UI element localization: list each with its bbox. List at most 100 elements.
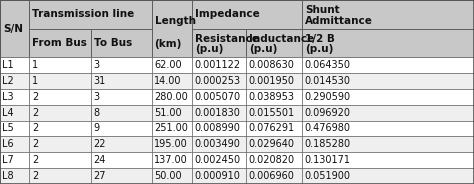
Text: 0.020820: 0.020820 [249,155,295,165]
Text: S/N: S/N [3,24,23,33]
Bar [302,136,474,152]
Bar [246,136,302,152]
Bar [91,121,152,136]
Bar [302,152,474,168]
Text: 2: 2 [32,155,38,165]
Text: 0.185280: 0.185280 [305,139,351,149]
Bar [302,121,474,136]
Bar [302,168,474,184]
Text: 251.00: 251.00 [154,123,188,133]
Text: (p.u): (p.u) [305,44,334,54]
Text: Transmission line: Transmission line [32,9,135,19]
Text: (km): (km) [155,39,182,49]
Text: 0.051900: 0.051900 [305,171,351,181]
Bar [91,29,152,57]
Text: 51.00: 51.00 [154,108,182,118]
Bar [0,89,29,105]
Bar [0,73,29,89]
Bar [0,121,29,136]
Bar [152,73,192,89]
Text: 2: 2 [32,92,38,102]
Text: 0.064350: 0.064350 [305,60,351,70]
Text: 2: 2 [32,123,38,133]
Text: To Bus: To Bus [94,38,132,48]
Bar [246,105,302,121]
Text: 9: 9 [93,123,100,133]
Bar [29,0,152,29]
Bar [302,105,474,121]
Bar [192,105,246,121]
Bar [192,0,302,29]
Text: 3: 3 [93,92,100,102]
Bar [29,136,91,152]
Text: 22: 22 [93,139,106,149]
Bar [29,168,91,184]
Text: 0.006960: 0.006960 [249,171,295,181]
Bar [0,0,474,57]
Text: 50.00: 50.00 [154,171,182,181]
Text: 2: 2 [32,171,38,181]
Bar [29,57,91,73]
Bar [152,57,192,73]
Text: 0.002450: 0.002450 [194,155,240,165]
Text: L3: L3 [2,92,14,102]
Bar [302,29,474,57]
Bar [246,89,302,105]
Text: 8: 8 [93,108,100,118]
Bar [0,136,29,152]
Text: Resistance: Resistance [195,33,259,43]
Text: Impedance: Impedance [195,9,260,19]
Bar [192,29,246,57]
Bar [246,168,302,184]
Bar [91,168,152,184]
Bar [91,89,152,105]
Text: 0.038953: 0.038953 [249,92,295,102]
Bar [192,152,246,168]
Bar [29,105,91,121]
Bar [0,168,29,184]
Text: 31: 31 [93,76,106,86]
Text: 0.008630: 0.008630 [249,60,295,70]
Bar [152,168,192,184]
Text: L4: L4 [2,108,14,118]
Text: 1: 1 [32,60,38,70]
Bar [192,89,246,105]
Text: L6: L6 [2,139,14,149]
Text: 0.096920: 0.096920 [305,108,351,118]
Bar [192,168,246,184]
Text: 3: 3 [93,60,100,70]
Bar [152,121,192,136]
Text: 0.001830: 0.001830 [194,108,240,118]
Text: Inductance: Inductance [249,33,315,43]
Text: 2: 2 [32,108,38,118]
Text: 1: 1 [32,76,38,86]
Bar [152,105,192,121]
Text: Shunt: Shunt [305,5,340,15]
Bar [192,57,246,73]
Bar [246,57,302,73]
Text: (p.u): (p.u) [249,44,278,54]
Text: 0.003490: 0.003490 [194,139,240,149]
Bar [29,29,91,57]
Text: L5: L5 [2,123,14,133]
Bar [246,73,302,89]
Text: (p.u): (p.u) [195,44,223,54]
Bar [0,152,29,168]
Bar [91,152,152,168]
Text: 195.00: 195.00 [154,139,188,149]
Text: 0.015501: 0.015501 [249,108,295,118]
Bar [0,57,29,73]
Bar [246,152,302,168]
Bar [246,29,302,57]
Text: 280.00: 280.00 [154,92,188,102]
Bar [91,57,152,73]
Bar [91,105,152,121]
Bar [302,57,474,73]
Text: 1/2 B: 1/2 B [305,33,335,43]
Text: 0.476980: 0.476980 [305,123,351,133]
Text: 14.00: 14.00 [154,76,182,86]
Text: 27: 27 [93,171,106,181]
Text: L8: L8 [2,171,14,181]
Bar [152,0,192,57]
Text: 0.005070: 0.005070 [194,92,240,102]
